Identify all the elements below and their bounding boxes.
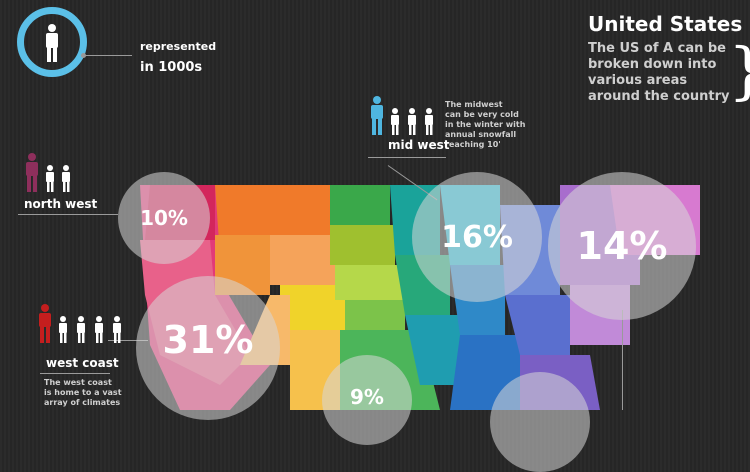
south-percent-bubble [490, 372, 590, 472]
westcoast-percent-bubble: 31% [136, 276, 280, 420]
westcoast-label: west coast [46, 356, 119, 370]
legend-dot [81, 53, 86, 58]
westcoast-people-icon [39, 304, 121, 343]
page-subtitle: The US of A can be broken down into vari… [588, 41, 730, 104]
legend-ring-icon [17, 7, 87, 77]
midwest-people-icon [371, 96, 433, 135]
midwest-percent: 16% [441, 219, 513, 255]
southwest-percent: 9% [350, 385, 384, 409]
westcoast-underline [40, 373, 110, 374]
midwest-note: The midwest can be very cold in the wint… [445, 100, 526, 149]
legend-line1: represented [140, 40, 217, 53]
legend-connector [82, 55, 132, 56]
northwest-label: north west [24, 197, 98, 211]
northwest-connector [88, 214, 118, 215]
midwest-label: mid west [388, 138, 450, 152]
northwest-people-icon [26, 153, 70, 192]
southwest-percent-bubble: 9% [322, 355, 412, 445]
brace-icon: } [728, 40, 750, 102]
midwest-percent-bubble: 16% [412, 172, 542, 302]
northeast-connector [622, 310, 623, 410]
westcoast-percent: 31% [162, 318, 254, 362]
midwest-underline [368, 157, 446, 158]
northwest-percent: 10% [140, 206, 188, 230]
page-title: United States [588, 12, 743, 36]
westcoast-connector [108, 340, 148, 341]
northeast-percent: 14% [576, 224, 668, 268]
northwest-percent-bubble: 10% [118, 172, 210, 264]
northeast-percent-bubble: 14% [548, 172, 696, 320]
northwest-underline [18, 214, 88, 215]
legend-line2: in 1000s [140, 60, 203, 75]
westcoast-note: The west coast is home to a vast array o… [44, 378, 122, 407]
